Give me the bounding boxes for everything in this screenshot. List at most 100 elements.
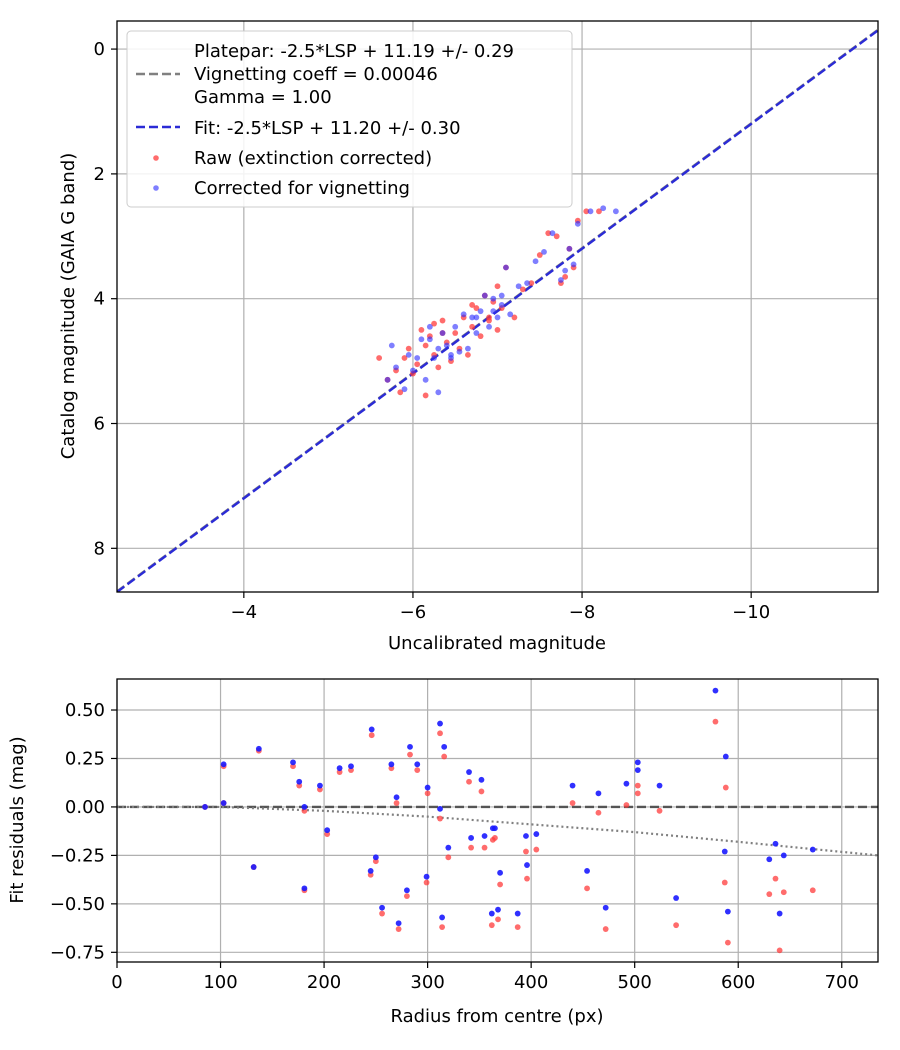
top-x-tick-label: −4 [231, 602, 258, 623]
raw-residual-point [623, 802, 630, 808]
corrected-residual-point [445, 844, 452, 851]
legend-vignetting-label: Vignetting coeff = 0.00046 [194, 64, 438, 85]
corrected-residual-point [368, 726, 375, 733]
corrected-point [473, 314, 480, 321]
bottom-y-tick-label: −0.75 [50, 942, 105, 963]
raw-residual-point [523, 848, 529, 855]
corrected-residual-point [437, 805, 443, 812]
raw-residual-point [772, 875, 779, 882]
bottom-x-tick-label: 100 [203, 972, 237, 993]
legend-corrected-marker [153, 185, 159, 191]
raw-residual-point [441, 753, 448, 760]
corrected-residual-point [602, 904, 609, 911]
bottom-y-tick-label: −0.25 [50, 845, 105, 866]
corrected-point [418, 336, 425, 343]
corrected-point [473, 330, 480, 336]
raw-residual-point [423, 879, 430, 886]
legend-gamma-label: Gamma = 1.00 [194, 87, 332, 108]
bottom-plot-frame [116, 678, 879, 963]
corrected-point [443, 342, 450, 349]
bottom-grid [116, 679, 878, 962]
corrected-residual-point [317, 782, 323, 789]
legend-raw-label: Raw (extinction corrected) [194, 148, 432, 169]
corrected-point [566, 245, 573, 252]
bottom-x-tick-label: 200 [307, 972, 341, 993]
bottom-y-tick-label: 0.50 [65, 700, 105, 721]
corrected-residual-point [673, 895, 680, 901]
bottom-ticks: 0 100 200 300 400 500 600 700 0.50 0.25 0.00 −0.25 −… [50, 700, 859, 993]
corrected-residual-point [395, 920, 402, 927]
corrected-point [405, 351, 412, 358]
raw-residual-point [780, 889, 787, 896]
corrected-point [401, 386, 408, 393]
raw-point [465, 351, 471, 358]
raw-residual-point [673, 922, 680, 929]
corrected-point [465, 345, 471, 352]
legend-raw-marker [153, 155, 159, 161]
raw-residual-point [488, 922, 495, 929]
raw-residual-point [809, 887, 816, 894]
raw-point [418, 327, 425, 333]
corrected-residual-point [336, 765, 343, 772]
corrected-point [388, 342, 395, 349]
raw-residual-point [533, 846, 540, 853]
corrected-residual-point [437, 720, 443, 727]
raw-point [583, 208, 590, 215]
corrected-residual-point [379, 904, 385, 911]
corrected-residual-point [424, 784, 431, 791]
corrected-residual-point [439, 914, 446, 921]
corrected-point [587, 208, 594, 215]
vignetting-curve [117, 805, 878, 857]
corrected-point [503, 264, 509, 271]
corrected-point [414, 355, 421, 361]
corrected-residual-point [367, 867, 374, 874]
corrected-residual-point [393, 794, 400, 801]
raw-residual-point [584, 885, 590, 892]
corrected-residual-point [533, 831, 540, 837]
corrected-point [507, 311, 514, 318]
corrected-point [549, 230, 556, 237]
raw-point [486, 317, 492, 324]
corrected-residual-point [423, 873, 430, 880]
corrected-point [426, 323, 433, 330]
top-y-tick-label: 2 [94, 164, 105, 185]
bottom-y-axis-label: Fit residuals (mag) [7, 736, 28, 903]
corrected-point [532, 258, 539, 265]
raw-residual-point [468, 844, 474, 851]
corrected-residual-point [724, 908, 731, 915]
raw-residual-point [404, 893, 410, 899]
corrected-point [410, 367, 416, 374]
corrected-point [574, 220, 581, 227]
corrected-point [490, 295, 497, 302]
corrected-residual-point [407, 743, 413, 750]
raw-residual-point [379, 910, 385, 917]
corrected-residual-point [348, 763, 354, 770]
bottom-x-axis-label: Radius from centre (px) [390, 1006, 603, 1027]
raw-point [405, 345, 412, 352]
top-scatter-points [376, 205, 619, 399]
raw-residual-point [656, 807, 663, 814]
corrected-residual-point [523, 833, 529, 839]
top-y-axis-label: Catalog magnitude (GAIA G band) [58, 153, 79, 460]
corrected-residual-point [296, 778, 303, 785]
raw-point [553, 233, 560, 240]
corrected-residual-point [466, 769, 472, 775]
corrected-point [393, 364, 399, 371]
corrected-point [524, 280, 530, 286]
raw-residual-point [437, 730, 443, 737]
raw-residual-point [414, 767, 421, 774]
corrected-residual-point [388, 761, 395, 768]
corrected-point [460, 311, 467, 318]
corrected-residual-point [290, 759, 296, 766]
bottom-chart: 0 100 200 300 400 500 600 700 0.50 0.25 0.00 −0.25 −… [7, 678, 879, 1027]
raw-point [431, 320, 437, 327]
raw-residual-point [721, 879, 728, 886]
raw-residual-point [481, 844, 488, 851]
corrected-residual-point [492, 825, 498, 832]
corrected-residual-point [722, 753, 729, 760]
raw-residual-point [368, 732, 375, 739]
legend-fit-label: Fit: -2.5*LSP + 11.20 +/- 0.30 [194, 118, 461, 139]
corrected-point [469, 314, 476, 321]
raw-point [519, 286, 526, 293]
raw-residual-point [492, 835, 498, 841]
